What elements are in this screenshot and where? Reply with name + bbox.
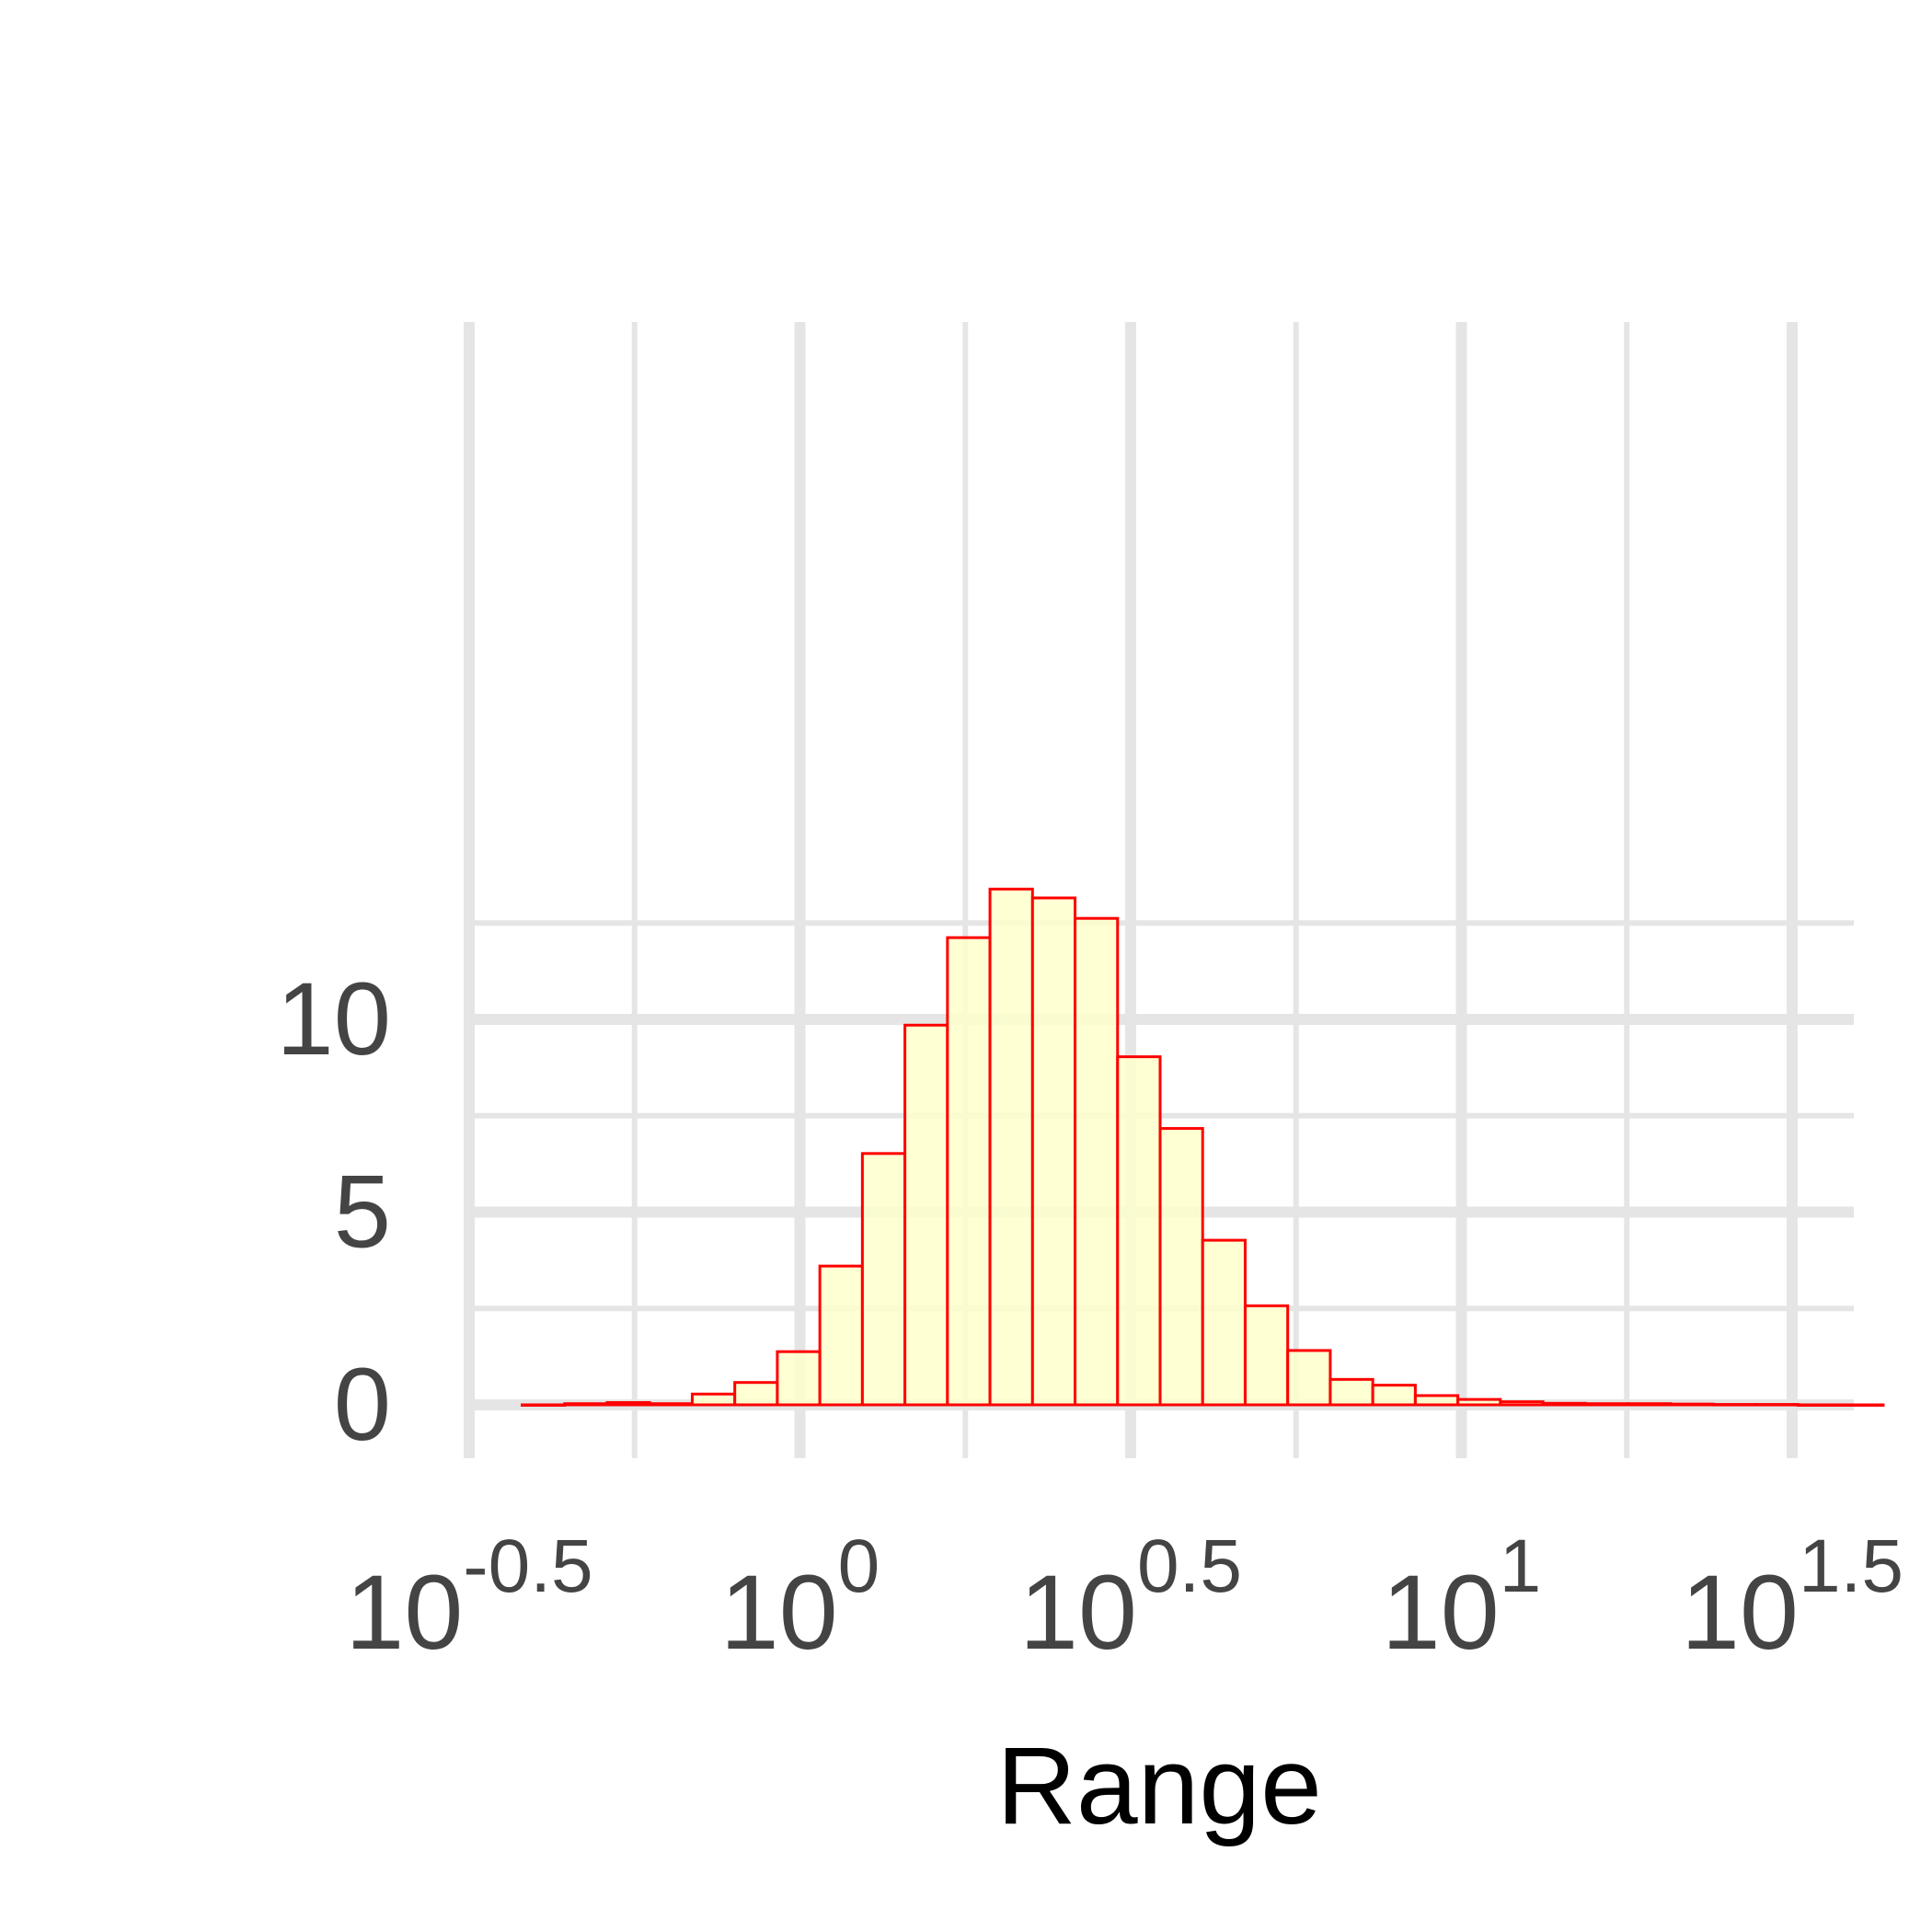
- histogram-bar: [1074, 916, 1120, 1407]
- histogram-bars: [521, 887, 1885, 1407]
- histogram-bar: [988, 887, 1034, 1407]
- histogram-bar: [733, 1381, 779, 1407]
- x-tick-label: 101.5: [1681, 1524, 1903, 1672]
- histogram-bar: [1371, 1384, 1417, 1407]
- histogram-bar: [1754, 1403, 1800, 1407]
- histogram-bar: [563, 1402, 609, 1407]
- histogram-bar: [1413, 1394, 1460, 1407]
- histogram-bar: [648, 1402, 694, 1407]
- histogram-bar: [946, 936, 992, 1407]
- histogram-bar: [1499, 1400, 1545, 1407]
- histogram-bar: [1796, 1403, 1843, 1407]
- histogram-bar: [1541, 1401, 1587, 1407]
- histogram-bar: [1627, 1402, 1673, 1407]
- histogram-bar: [1711, 1403, 1757, 1407]
- histogram-bar: [1243, 1304, 1290, 1407]
- histogram-bar: [1030, 896, 1077, 1407]
- y-tick-label: 10: [276, 961, 391, 1076]
- histogram-bar: [1328, 1377, 1374, 1407]
- histogram-bar: [818, 1264, 864, 1407]
- x-tick-labels: 10-0.5 100 100.5 101 101.5: [345, 1524, 1903, 1672]
- histogram-bar: [1201, 1238, 1247, 1407]
- x-tick-label: 10-0.5: [345, 1524, 592, 1672]
- y-tick-label: 5: [334, 1155, 391, 1270]
- histogram-bar: [1456, 1397, 1502, 1407]
- x-axis-title: Range: [996, 1724, 1322, 1847]
- x-tick-label: 101: [1382, 1524, 1542, 1672]
- histogram-bar: [1286, 1349, 1332, 1407]
- histogram-bar: [1158, 1127, 1204, 1407]
- histogram-bar: [690, 1392, 737, 1407]
- x-tick-label: 100.5: [1019, 1524, 1242, 1672]
- histogram-bar: [860, 1152, 907, 1407]
- histogram-bar: [1116, 1055, 1162, 1407]
- y-tick-label: 0: [334, 1347, 391, 1462]
- histogram-bar: [776, 1350, 822, 1407]
- histogram-bar: [521, 1403, 567, 1407]
- histogram-bar: [1583, 1402, 1630, 1407]
- histogram-bar: [903, 1023, 949, 1407]
- histogram-bar: [1669, 1402, 1715, 1407]
- y-tick-labels: 0 5 10: [276, 961, 391, 1462]
- histogram-bar: [1839, 1403, 1885, 1407]
- histogram-bar: [605, 1400, 651, 1407]
- x-tick-label: 100: [720, 1524, 880, 1672]
